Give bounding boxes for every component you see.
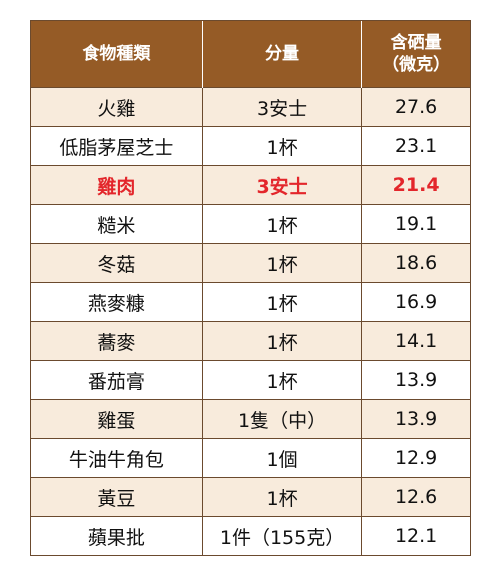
table-row: 雞肉 3安士 21.4: [31, 165, 470, 205]
table-row: 低脂茅屋芝士 1杯 23.1: [31, 126, 470, 166]
selenium-value-cell: 12.9: [361, 438, 470, 478]
food-cell: 牛油牛角包: [31, 438, 203, 478]
portion-cell: 1隻（中）: [202, 399, 363, 439]
food-cell: 低脂茅屋芝士: [31, 126, 203, 166]
portion-cell: 1杯: [202, 477, 363, 517]
food-cell: 蘋果批: [31, 516, 203, 555]
food-cell: 糙米: [31, 204, 203, 244]
portion-cell: 3安士: [202, 165, 363, 205]
portion-cell: 1杯: [202, 126, 363, 166]
selenium-value-cell: 21.4: [361, 165, 470, 205]
header-selenium-unit: （微克）: [382, 55, 451, 75]
table-row: 黃豆 1杯 12.6: [31, 477, 470, 517]
food-cell: 蕎麥: [31, 321, 203, 361]
selenium-value-cell: 12.1: [361, 516, 470, 555]
food-cell: 燕麥糠: [31, 282, 203, 322]
selenium-table-container: 食物種類 分量 含硒量 （微克） 火雞 3安士 27.6 低脂茅屋芝士 1杯 23.1 雞肉…: [30, 20, 471, 556]
selenium-value-cell: 16.9: [361, 282, 470, 322]
portion-cell: 3安士: [202, 87, 363, 127]
portion-cell: 1杯: [202, 243, 363, 283]
food-cell: 雞蛋: [31, 399, 203, 439]
selenium-content-table: 食物種類 分量 含硒量 （微克） 火雞 3安士 27.6 低脂茅屋芝士 1杯 23.1 雞肉…: [31, 21, 470, 555]
table-body: 火雞 3安士 27.6 低脂茅屋芝士 1杯 23.1 雞肉 3安士 21.4 糙米 1杯 19.1 冬菇…: [31, 87, 470, 555]
portion-cell: 1杯: [202, 321, 363, 361]
food-cell: 黃豆: [31, 477, 203, 517]
table-row: 冬菇 1杯 18.6: [31, 243, 470, 283]
portion-cell: 1杯: [202, 360, 363, 400]
table-row: 燕麥糠 1杯 16.9: [31, 282, 470, 322]
portion-cell: 1杯: [202, 204, 363, 244]
food-cell: 冬菇: [31, 243, 203, 283]
table-row: 糙米 1杯 19.1: [31, 204, 470, 244]
table-row: 蘋果批 1件（155克） 12.1: [31, 516, 470, 555]
selenium-value-cell: 27.6: [361, 87, 470, 127]
selenium-value-cell: 13.9: [361, 360, 470, 400]
food-cell: 番茄膏: [31, 360, 203, 400]
table-row: 蕎麥 1杯 14.1: [31, 321, 470, 361]
table-row: 雞蛋 1隻（中） 13.9: [31, 399, 470, 439]
table-row: 番茄膏 1杯 13.9: [31, 360, 470, 400]
portion-cell: 1個: [202, 438, 363, 478]
table-row: 牛油牛角包 1個 12.9: [31, 438, 470, 478]
portion-cell: 1件（155克）: [202, 516, 363, 555]
table-row: 火雞 3安士 27.6: [31, 87, 470, 127]
selenium-value-cell: 13.9: [361, 399, 470, 439]
food-cell: 火雞: [31, 87, 203, 127]
header-selenium-content: 含硒量 （微克）: [361, 21, 470, 88]
header-portion: 分量: [202, 21, 363, 88]
selenium-value-cell: 14.1: [361, 321, 470, 361]
table-header-row: 食物種類 分量 含硒量 （微克）: [31, 21, 470, 88]
selenium-value-cell: 19.1: [361, 204, 470, 244]
header-selenium-label: 含硒量: [390, 33, 442, 53]
food-cell: 雞肉: [31, 165, 203, 205]
selenium-value-cell: 23.1: [361, 126, 470, 166]
header-food-type: 食物種類: [31, 21, 203, 88]
selenium-value-cell: 18.6: [361, 243, 470, 283]
selenium-value-cell: 12.6: [361, 477, 470, 517]
portion-cell: 1杯: [202, 282, 363, 322]
